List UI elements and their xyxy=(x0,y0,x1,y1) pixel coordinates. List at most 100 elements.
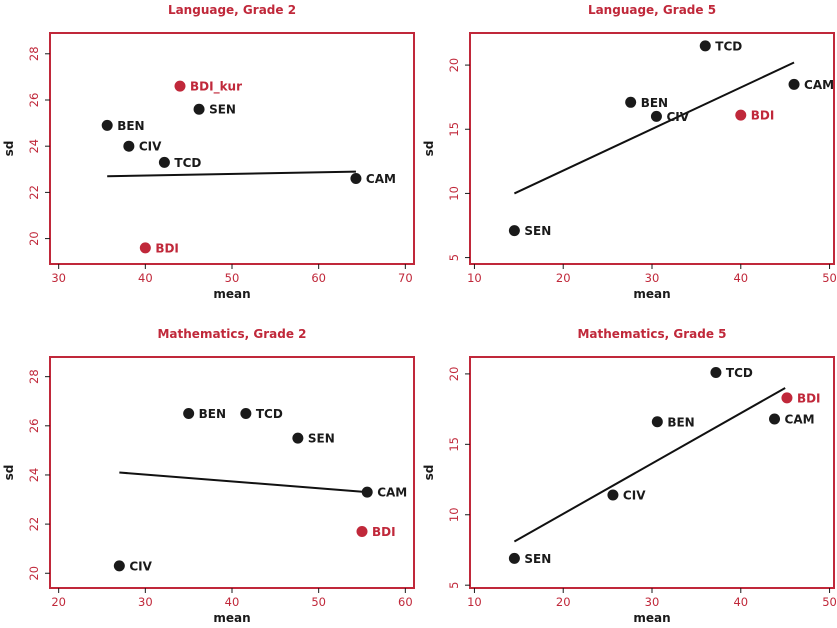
data-point-civ xyxy=(607,489,619,501)
y-tick-label: 5 xyxy=(447,254,461,261)
point-label-sen: SEN xyxy=(209,103,236,117)
point-label-cam: CAM xyxy=(785,412,815,426)
chart-panel-language-grade-2: Language, Grade 2 30 40 50 60 70 20 22 24 26 28 mea… xyxy=(2,3,415,301)
point-label-ben: BEN xyxy=(641,96,668,110)
point-label-civ: CIV xyxy=(666,110,689,124)
x-tick-label: 60 xyxy=(398,595,413,609)
chart-panel-mathematics-grade-2: Mathematics, Grade 2 20 30 40 50 60 20 22 24 26 28… xyxy=(2,327,415,625)
x-axis-label: mean xyxy=(213,611,250,625)
x-axis-label: mean xyxy=(633,287,670,301)
data-point-civ xyxy=(123,140,135,152)
data-point-sen xyxy=(508,225,520,237)
point-label-tcd: TCD xyxy=(726,366,753,380)
data-point-sen xyxy=(193,103,205,115)
x-tick-label: 50 xyxy=(822,271,837,285)
x-tick-label: 20 xyxy=(556,595,571,609)
data-point-cam xyxy=(350,173,362,185)
x-tick-label: 50 xyxy=(311,595,326,609)
x-tick-label: 20 xyxy=(556,271,571,285)
x-tick-label: 40 xyxy=(733,595,748,609)
x-tick-label: 40 xyxy=(733,271,748,285)
data-point-bdi xyxy=(735,109,747,121)
point-label-ben: BEN xyxy=(667,415,694,429)
point-label-sen: SEN xyxy=(524,224,551,238)
x-tick-label: 30 xyxy=(51,271,66,285)
x-tick-label: 60 xyxy=(311,271,326,285)
point-label-bdi: BDI xyxy=(372,525,396,539)
x-tick-label: 30 xyxy=(645,271,660,285)
data-point-civ xyxy=(650,110,662,122)
data-point-ben xyxy=(101,119,113,131)
x-tick-label: 50 xyxy=(822,595,837,609)
x-tick-label: 40 xyxy=(225,595,240,609)
y-tick-label: 10 xyxy=(447,186,461,201)
point-label-bdi: BDI xyxy=(155,241,179,255)
y-tick-label: 20 xyxy=(447,58,461,73)
point-label-tcd: TCD xyxy=(715,39,742,53)
data-point-tcd xyxy=(158,156,170,168)
x-tick-label: 30 xyxy=(645,595,660,609)
point-label-tcd: TCD xyxy=(174,156,201,170)
y-tick-label: 15 xyxy=(447,122,461,137)
data-point-ben xyxy=(625,96,637,108)
data-point-tcd xyxy=(710,366,722,378)
y-tick-label: 20 xyxy=(27,231,41,246)
y-tick-label: 26 xyxy=(27,93,41,108)
y-tick-label: 20 xyxy=(447,367,461,382)
chart-panel-language-grade-5: Language, Grade 5 10 20 30 40 50 5 10 15 20 mean sd… xyxy=(422,3,837,301)
y-tick-label: 28 xyxy=(27,369,41,384)
x-axis-label: mean xyxy=(633,611,670,625)
fit-line xyxy=(107,170,356,178)
point-label-civ: CIV xyxy=(139,140,162,154)
point-label-tcd: TCD xyxy=(256,407,283,421)
y-axis-label: sd xyxy=(2,465,16,481)
point-label-civ: CIV xyxy=(623,489,646,503)
y-axis-label: sd xyxy=(422,465,436,481)
data-point-cam xyxy=(361,486,373,498)
panel-title: Mathematics, Grade 2 xyxy=(157,327,306,341)
point-label-ben: BEN xyxy=(117,119,144,133)
data-point-bdi-kur xyxy=(174,80,186,92)
plot-frame xyxy=(49,32,415,265)
y-tick-label: 5 xyxy=(447,582,461,589)
y-tick-label: 15 xyxy=(447,437,461,452)
data-point-tcd xyxy=(699,40,711,52)
x-tick-label: 70 xyxy=(398,271,413,285)
x-tick-label: 30 xyxy=(138,595,153,609)
data-point-ben xyxy=(651,416,663,428)
x-tick-label: 50 xyxy=(225,271,240,285)
data-point-cam xyxy=(788,78,800,90)
point-label-bdi-kur: BDI_kur xyxy=(190,80,242,95)
x-tick-label: 20 xyxy=(51,595,66,609)
y-tick-label: 24 xyxy=(27,139,41,154)
point-label-sen: SEN xyxy=(524,552,551,566)
point-label-cam: CAM xyxy=(377,486,407,500)
y-tick-label: 28 xyxy=(27,46,41,61)
x-tick-label: 10 xyxy=(467,271,482,285)
y-axis-label: sd xyxy=(422,141,436,157)
plot-frame xyxy=(49,356,415,589)
point-label-sen: SEN xyxy=(308,432,335,446)
y-tick-label: 24 xyxy=(27,468,41,483)
data-point-bdi xyxy=(139,242,151,254)
y-tick-label: 22 xyxy=(27,185,41,200)
x-tick-label: 10 xyxy=(467,595,482,609)
point-label-bdi: BDI xyxy=(797,391,821,405)
point-label-cam: CAM xyxy=(804,78,834,92)
data-point-ben xyxy=(183,408,195,420)
fit-line xyxy=(119,471,368,494)
data-point-bdi xyxy=(781,392,793,404)
panel-title: Language, Grade 5 xyxy=(588,3,716,17)
panel-title: Mathematics, Grade 5 xyxy=(577,327,726,341)
x-tick-label: 40 xyxy=(138,271,153,285)
data-point-sen xyxy=(508,552,520,564)
y-tick-label: 26 xyxy=(27,418,41,433)
x-axis-label: mean xyxy=(213,287,250,301)
data-point-sen xyxy=(292,432,304,444)
chart-panel-mathematics-grade-5: Mathematics, Grade 5 10 20 30 40 50 5 10 15 20 mea… xyxy=(422,327,837,625)
y-tick-label: 22 xyxy=(27,517,41,532)
point-label-bdi: BDI xyxy=(751,109,775,123)
fit-line xyxy=(513,387,786,543)
point-label-ben: BEN xyxy=(199,407,226,421)
